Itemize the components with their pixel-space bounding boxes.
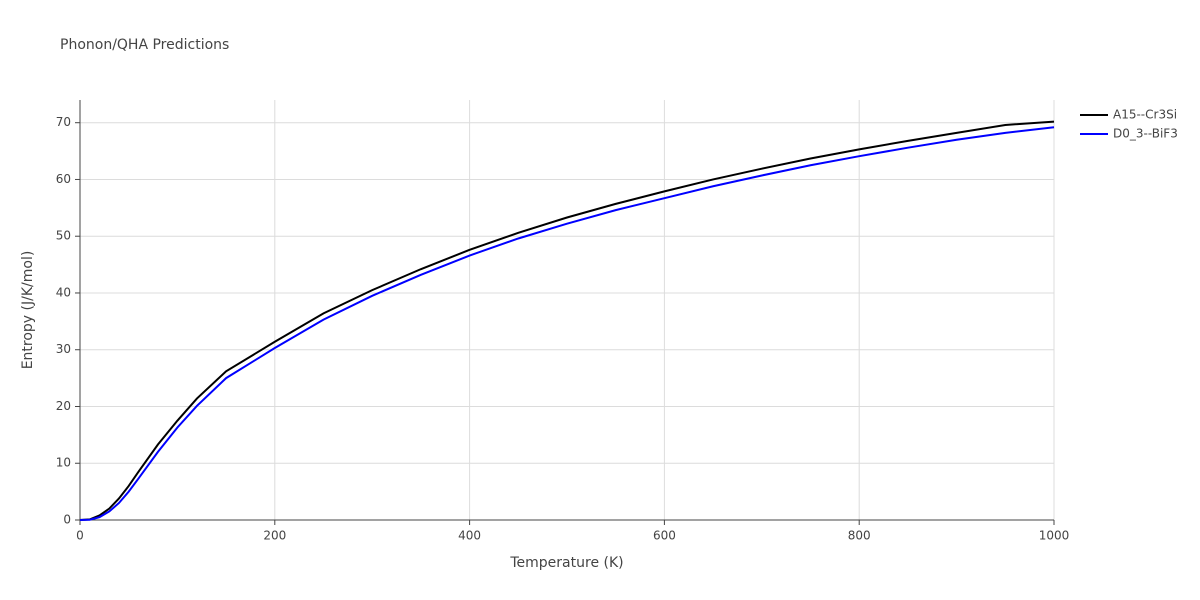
- x-tick-label: 800: [848, 529, 871, 543]
- chart-title: Phonon/QHA Predictions: [60, 37, 229, 53]
- x-tick-label: 200: [263, 529, 286, 543]
- x-axis-title: Temperature (K): [509, 555, 623, 571]
- y-tick-label: 20: [56, 399, 71, 413]
- y-tick-label: 10: [56, 456, 71, 470]
- x-tick-label: 1000: [1039, 529, 1070, 543]
- legend-label: A15--Cr3Si: [1113, 108, 1177, 122]
- y-axis-title: Entropy (J/K/mol): [20, 251, 36, 370]
- line: [79, 120, 1055, 521]
- line: [79, 126, 1055, 521]
- x-tick-label: 400: [458, 529, 481, 543]
- y-tick-label: 60: [56, 172, 71, 186]
- y-tick-label: 50: [56, 229, 71, 243]
- x-tick-label: 600: [653, 529, 676, 543]
- legend-label: D0_3--BiF3: [1113, 127, 1178, 141]
- y-tick-label: 30: [56, 342, 71, 356]
- y-tick-label: 40: [56, 285, 71, 299]
- y-tick-label: 0: [63, 513, 71, 527]
- x-tick-label: 0: [76, 529, 84, 543]
- y-tick-label: 70: [56, 115, 71, 129]
